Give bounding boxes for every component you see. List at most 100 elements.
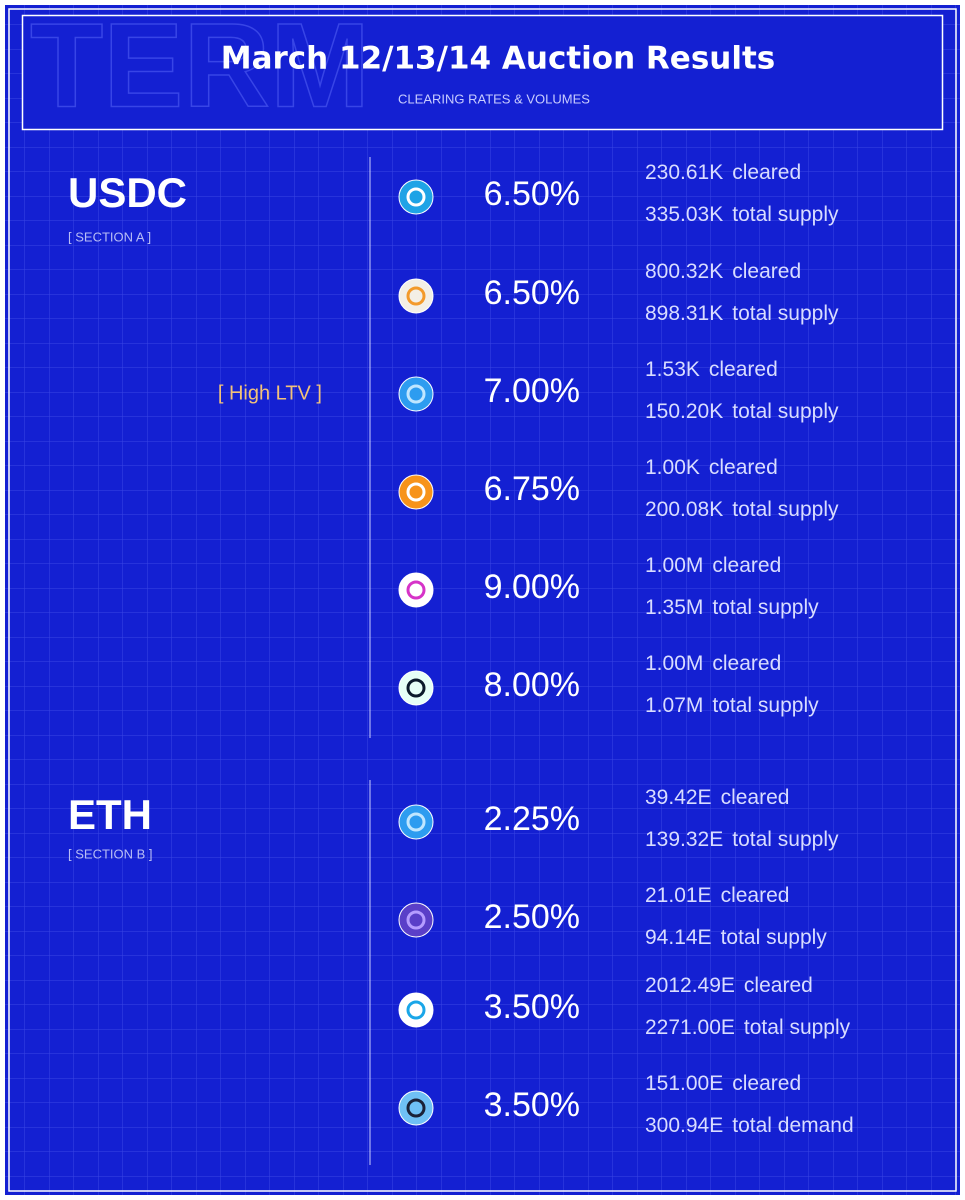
volume-line: 1.00M cleared xyxy=(645,652,781,675)
volume-amount: 1.00M xyxy=(645,554,703,577)
token-icon-inner xyxy=(406,910,426,930)
token-icon-inner xyxy=(406,812,426,832)
token-icon xyxy=(398,474,434,510)
volume-label: total supply xyxy=(732,302,839,325)
volume-label: total supply xyxy=(712,694,819,717)
volume-line: 1.00K cleared xyxy=(645,456,778,479)
volume-label: cleared xyxy=(712,652,781,675)
volume-label: cleared xyxy=(732,260,801,283)
volume-line: 1.53K cleared xyxy=(645,358,778,381)
volume-line: 1.35M total supply xyxy=(645,596,819,619)
volume-label: cleared xyxy=(709,358,778,381)
volume-amount: 2012.49E xyxy=(645,974,735,997)
volume-line: 94.14E total supply xyxy=(645,926,827,949)
volume-amount: 898.31K xyxy=(645,302,723,325)
volume-amount: 230.61K xyxy=(645,161,723,184)
volume-amount: 200.08K xyxy=(645,498,723,521)
volume-line: 898.31K total supply xyxy=(645,302,839,325)
volume-line: 335.03K total supply xyxy=(645,203,839,226)
volume-line: 300.94E total demand xyxy=(645,1114,854,1137)
volume-line: 150.20K total supply xyxy=(645,400,839,423)
rate: 7.00% xyxy=(484,372,580,410)
panel-border xyxy=(8,8,957,1192)
volume-label: cleared xyxy=(709,456,778,479)
volume-amount: 300.94E xyxy=(645,1114,723,1137)
volume-amount: 1.35M xyxy=(645,596,703,619)
token-icon-inner xyxy=(406,187,426,207)
token-icon xyxy=(398,992,434,1028)
volume-line: 800.32K cleared xyxy=(645,260,801,283)
volume-line: 39.42E cleared xyxy=(645,786,789,809)
volume-label: total supply xyxy=(732,498,839,521)
volume-amount: 335.03K xyxy=(645,203,723,226)
content: USDC [ SECTION A ] 6.50% 230.61K cleared 335.… xyxy=(68,157,854,1165)
volume-label: total supply xyxy=(732,828,839,851)
volume-amount: 139.32E xyxy=(645,828,723,851)
volume-amount: 2271.00E xyxy=(645,1016,735,1039)
volume-label: cleared xyxy=(732,1072,801,1095)
volume-label: total supply xyxy=(732,203,839,226)
volume-amount: 94.14E xyxy=(645,926,712,949)
volume-label: cleared xyxy=(721,786,790,809)
note: [ High LTV ] xyxy=(218,382,322,404)
rate: 2.25% xyxy=(484,800,580,838)
section-label: [ SECTION B ] xyxy=(68,846,153,861)
volume-line: 230.61K cleared xyxy=(645,161,801,184)
volume-label: cleared xyxy=(744,974,813,997)
token-icon-inner xyxy=(406,1000,426,1020)
rate: 9.00% xyxy=(484,568,580,606)
volume-amount: 1.07M xyxy=(645,694,703,717)
rate: 6.75% xyxy=(484,470,580,508)
volume-amount: 151.00E xyxy=(645,1072,723,1095)
volume-line: 1.07M total supply xyxy=(645,694,819,717)
volume-amount: 1.53K xyxy=(645,358,700,381)
volume-amount: 1.00M xyxy=(645,652,703,675)
volume-line: 21.01E cleared xyxy=(645,884,789,907)
grid-bg xyxy=(5,5,960,1195)
rate: 3.50% xyxy=(484,1086,580,1124)
volume-line: 1.00M cleared xyxy=(645,554,781,577)
rate: 3.50% xyxy=(484,988,580,1026)
subtitle: CLEARING RATES & VOLUMES xyxy=(398,91,590,106)
volume-label: total supply xyxy=(744,1016,851,1039)
token-icon-inner xyxy=(406,678,426,698)
token-icon xyxy=(398,804,434,840)
token-icon-inner xyxy=(406,286,426,306)
section-name: USDC xyxy=(68,169,187,216)
volume-amount: 1.00K xyxy=(645,456,700,479)
volume-amount: 39.42E xyxy=(645,786,712,809)
volume-amount: 800.32K xyxy=(645,260,723,283)
token-icon xyxy=(398,902,434,938)
volume-amount: 150.20K xyxy=(645,400,723,423)
volume-label: cleared xyxy=(732,161,801,184)
volume-line: 200.08K total supply xyxy=(645,498,839,521)
token-icon-inner xyxy=(406,580,426,600)
volume-line: 2271.00E total supply xyxy=(645,1016,851,1039)
token-icon-inner xyxy=(406,1098,426,1118)
volume-amount: 21.01E xyxy=(645,884,712,907)
volume-line: 151.00E cleared xyxy=(645,1072,801,1095)
volume-label: total supply xyxy=(721,926,828,949)
volume-label: total supply xyxy=(712,596,819,619)
rate: 6.50% xyxy=(484,274,580,312)
section-name: ETH xyxy=(68,791,152,838)
volume-label: cleared xyxy=(712,554,781,577)
rate: 8.00% xyxy=(484,666,580,704)
token-icon xyxy=(398,670,434,706)
token-icon xyxy=(398,572,434,608)
token-icon-inner xyxy=(406,482,426,502)
volume-line: 2012.49E cleared xyxy=(645,974,813,997)
token-icon xyxy=(398,376,434,412)
volume-label: cleared xyxy=(721,884,790,907)
rate: 6.50% xyxy=(484,175,580,213)
section-label: [ SECTION A ] xyxy=(68,229,151,244)
volume-line: 139.32E total supply xyxy=(645,828,839,851)
header-box xyxy=(21,14,944,131)
volume-label: total supply xyxy=(732,400,839,423)
token-icon xyxy=(398,179,434,215)
token-icon xyxy=(398,278,434,314)
title: March 12/13/14 Auction Results xyxy=(221,41,776,77)
volume-label: total demand xyxy=(732,1114,853,1137)
